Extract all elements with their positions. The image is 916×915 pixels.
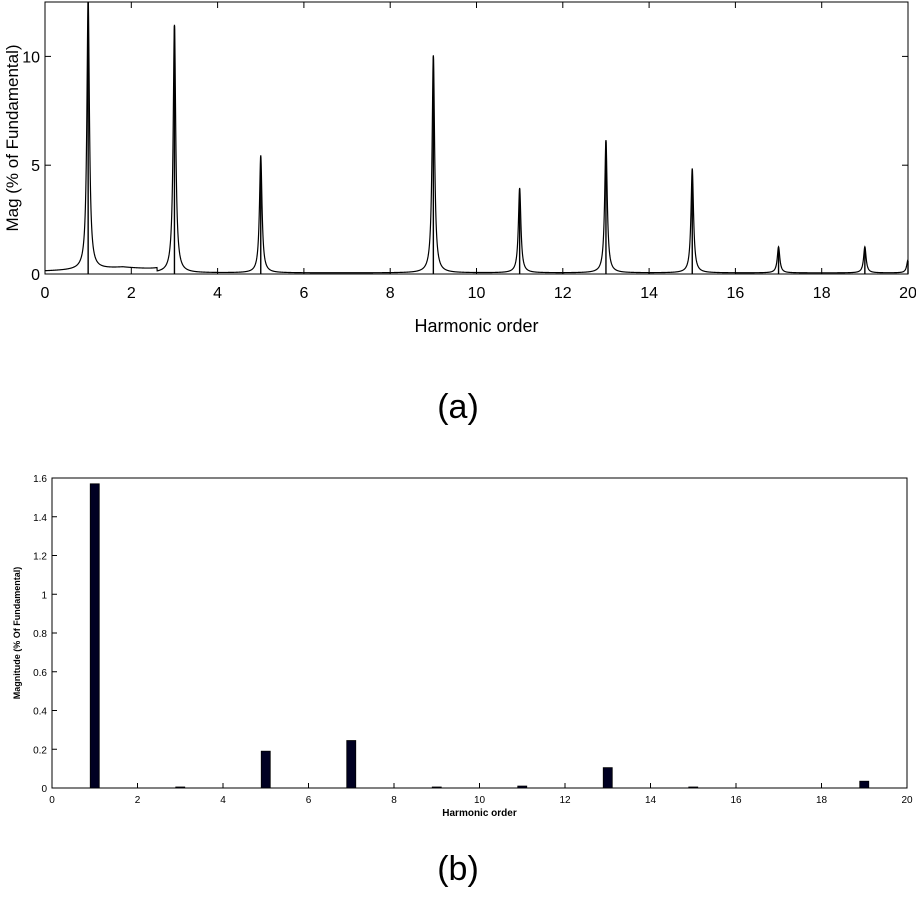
plot-a-x-tick-label: 8 [386, 285, 395, 302]
plot-a-x-tick-label: 18 [813, 285, 831, 302]
plot-b-y-tick-label: 0.8 [33, 629, 47, 640]
plot-b-harmonic-bar-chart: 0 2 4 6 8 10 12 14 16 18 20 0 0.2 0.4 0.6 0.8 1 1.2 1.4 1.6… [12, 474, 913, 819]
plot-a-x-tick-label: 20 [899, 285, 916, 302]
plot-a-axes-box [44, 1, 909, 275]
plot-a-x-axis-label: Harmonic order [414, 316, 538, 336]
plot-b-bar [260, 750, 271, 789]
plot-b-bar [346, 740, 357, 789]
plot-b-bar [688, 786, 699, 789]
plot-a-y-axis-label: Mag (% of Fundamental) [3, 44, 22, 231]
plot-b-x-tick-label: 8 [391, 795, 397, 806]
plot-a-y-tick-label: 5 [31, 158, 40, 175]
plot-a-x-tick-label: 2 [127, 285, 136, 302]
caption-b: (b) [437, 850, 479, 888]
plot-b-axes-box [51, 477, 908, 789]
plot-b-x-tick-label: 0 [49, 795, 55, 806]
plot-b-x-tick-label: 14 [645, 795, 657, 806]
plot-b-y-tick-label: 1 [41, 590, 47, 601]
plot-b-y-tick-label: 0.2 [33, 745, 47, 756]
plot-b-x-axis-label: Harmonic order [442, 808, 517, 819]
plot-b-y-tick-label: 0.6 [33, 668, 47, 679]
plot-a-x-tick-label: 16 [727, 285, 745, 302]
plot-a-x-tick-label: 14 [640, 285, 658, 302]
plot-b-y-tick-label: 1.6 [33, 474, 47, 485]
plot-b-y-tick-label: 1.4 [33, 513, 47, 524]
plot-a-x-tick-label: 10 [468, 285, 486, 302]
plot-a-spectrum-line [44, 1, 909, 274]
plot-b-x-tick-label: 6 [306, 795, 312, 806]
plot-b-x-tick-label: 12 [559, 795, 571, 806]
plot-a-harmonic-spectrum: 0 2 4 6 8 10 12 14 16 18 20 0 5 10 Harmonic order Mag (… [3, 1, 916, 336]
plot-b-x-tick-label: 2 [135, 795, 141, 806]
plot-b-y-tick-label: 0.4 [33, 707, 47, 718]
plot-a-y-tick-label: 0 [31, 267, 40, 284]
plot-b-y-axis-label: Magnitude (% Of Fundamental) [12, 567, 22, 700]
plot-b-x-tick-label: 10 [474, 795, 486, 806]
plot-b-bar [431, 786, 442, 789]
plot-b-x-tick-label: 16 [730, 795, 742, 806]
plot-a-x-tick-label: 4 [213, 285, 222, 302]
plot-a-y-tick-label: 10 [22, 49, 40, 66]
plot-b-bar [602, 767, 613, 789]
plot-b-bar [859, 780, 870, 789]
caption-a: (a) [437, 388, 479, 426]
plot-b-y-tick-label: 0 [41, 784, 47, 795]
plot-b-bar [175, 786, 186, 789]
plot-b-x-tick-label: 20 [901, 795, 913, 806]
plot-a-x-tick-label: 0 [41, 285, 50, 302]
plot-b-bar [89, 483, 100, 789]
plot-b-y-tick-label: 1.2 [33, 552, 47, 563]
plot-b-bar [517, 785, 528, 789]
plot-a-x-tick-label: 6 [299, 285, 308, 302]
plot-b-x-tick-label: 18 [816, 795, 828, 806]
plot-a-x-tick-label: 12 [554, 285, 572, 302]
plot-b-x-tick-label: 4 [220, 795, 226, 806]
